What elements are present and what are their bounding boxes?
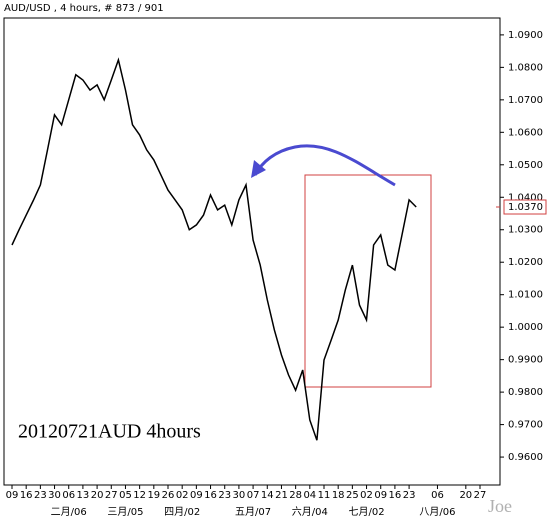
x-tick-label: 16	[389, 490, 402, 501]
x-tick-label: 09	[374, 490, 387, 501]
x-tick-label: 04	[303, 490, 316, 501]
x-tick-label: 21	[275, 490, 288, 501]
y-tick-label: 1.0300	[508, 225, 543, 236]
month-label: 五月/07	[235, 506, 271, 518]
highlight-box	[304, 174, 432, 388]
x-tick-label: 23	[403, 490, 416, 501]
price-line	[11, 57, 417, 441]
month-label: 四月/02	[164, 506, 200, 518]
y-tick-label: 1.0000	[508, 322, 543, 333]
x-tick-label: 16	[204, 490, 217, 501]
month-label: 三月/05	[107, 506, 143, 518]
month-label: 六月/04	[292, 506, 328, 518]
y-tick-label: 0.9900	[508, 355, 543, 366]
y-tick-label: 0.9800	[508, 387, 543, 398]
plot-frame	[3, 17, 501, 486]
month-label: 七月/02	[348, 506, 384, 518]
month-label: 二月/06	[51, 506, 87, 518]
y-tick-label: 1.0700	[508, 95, 543, 106]
x-tick-label: 28	[289, 490, 302, 501]
x-tick-label: 14	[261, 490, 274, 501]
x-tick-label: 20	[91, 490, 104, 501]
x-tick-label: 11	[318, 490, 331, 501]
x-tick-label: 06	[431, 490, 444, 501]
current-price-box	[503, 199, 547, 215]
y-tick-label: 0.9700	[508, 420, 543, 431]
x-tick-label: 18	[332, 490, 345, 501]
arrow-head	[251, 160, 266, 178]
watermark: Joe	[488, 496, 512, 516]
x-tick-label: 25	[346, 490, 359, 501]
x-tick-label: 30	[233, 490, 246, 501]
y-tick-label: 1.0600	[508, 127, 543, 138]
x-tick-label: 09	[190, 490, 203, 501]
x-tick-label: 05	[119, 490, 132, 501]
x-tick-label: 27	[474, 490, 487, 501]
current-price-label: 1.0370	[508, 202, 543, 213]
x-tick-label: 13	[77, 490, 90, 501]
arrow	[253, 144, 396, 187]
x-tick-label: 09	[6, 490, 19, 501]
y-tick-label: 0.9600	[508, 452, 543, 463]
x-tick-label: 23	[34, 490, 47, 501]
y-tick-label: 1.0500	[508, 160, 543, 171]
x-tick-label: 19	[147, 490, 160, 501]
annotation: 20120721AUD 4hours	[18, 421, 201, 443]
x-tick-label: 02	[176, 490, 189, 501]
x-tick-label: 30	[48, 490, 61, 501]
y-tick-label: 1.0800	[508, 62, 543, 73]
x-tick-label: 23	[218, 490, 231, 501]
x-tick-label: 16	[20, 490, 33, 501]
x-tick-label: 12	[133, 490, 146, 501]
x-tick-label: 02	[360, 490, 373, 501]
month-label: 八月/06	[419, 506, 455, 518]
y-tick-label: 1.0100	[508, 290, 543, 301]
y-tick-label: 1.0200	[508, 257, 543, 268]
x-tick-label: 26	[162, 490, 175, 501]
x-tick-label: 20	[459, 490, 472, 501]
chart-title: AUD/USD , 4 hours, # 873 / 901	[4, 3, 164, 14]
y-tick-label: 1.0400	[508, 192, 543, 203]
y-tick-label: 1.0900	[508, 30, 543, 41]
x-tick-label: 06	[62, 490, 75, 501]
x-tick-label: 07	[247, 490, 260, 501]
x-tick-label: 27	[105, 490, 118, 501]
